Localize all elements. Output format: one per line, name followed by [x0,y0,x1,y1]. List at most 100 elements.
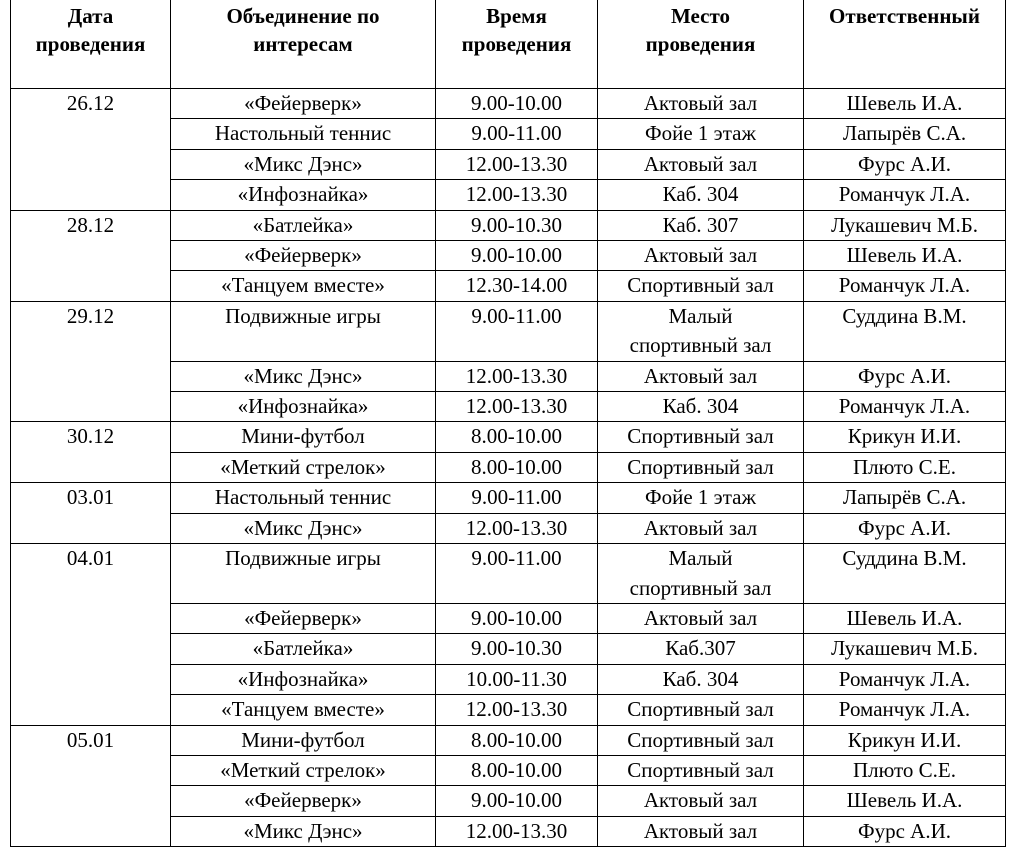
header-row: Дата проведения Объединение по интересам Вре… [10,0,1006,89]
table-row: 30.12 Мини-футбол 8.00-10.00 Спортивный зал… [10,421,1006,484]
table-cell: Спортивный зал [597,451,804,484]
table-cell: «Батлейка» [170,209,436,242]
table-row: «Фейерверк» 9.00-10.00 Актовый зал Шевель И… [11,785,1006,817]
table-cell: Крикун И.И. [803,421,1006,453]
table-cell: 12.30-14.00 [435,270,598,302]
table-cell: 8.00-10.00 [435,754,598,787]
date-cell: 04.01 [10,543,171,726]
table-cell: Крикун И.И. [803,724,1006,756]
table-row: 03.01 Настольный теннис 9.00-11.00 Фойе 1 э… [10,482,1006,545]
table-cell: «Фейерверк» [170,602,436,635]
table-cell: Актовый зал [597,785,804,817]
table-cell: Лапырёв С.А. [803,482,1006,514]
date-cell: 05.01 [10,724,171,847]
table-row: «Танцуем вместе» 12.00-13.30 Спортивный за… [11,694,1006,726]
table-cell: Плюто С.Е. [803,451,1006,484]
table-cell: Фурс А.И. [803,512,1006,545]
header-cell: Место проведения [597,0,804,89]
table-row: 28.12 «Батлейка» 9.00-10.30 Каб. 307 Лукашев… [10,209,1006,302]
table-cell: 9.00-11.00 [435,300,598,362]
table-row: «Меткий стрелок» 8.00-10.00 Спортивный зал… [11,451,1006,484]
table-cell: Спортивный зал [597,724,804,756]
table-cell: Актовый зал [597,360,804,393]
cell-line: Место [671,4,730,28]
cell-line: Малый [668,303,733,328]
table-cell: Лапырёв С.А. [803,118,1006,150]
table-cell: 8.00-10.00 [435,724,598,756]
table-row: «Инфознайка» 10.00-11.30 Каб. 304 Романчук … [11,663,1006,696]
table-cell: Шевель И.А. [803,240,1006,272]
table-cell: Фурс А.И. [803,148,1006,181]
table-cell: 12.00-13.30 [435,694,598,726]
table-cell: Лукашевич М.Б. [803,209,1006,242]
date-cell: 29.12 [10,300,171,423]
cell-line: Малый [668,546,733,571]
date-cell: 28.12 [10,209,171,302]
table-cell: 12.00-13.30 [435,148,598,181]
cell-line: проведения [35,32,146,56]
table-cell: Каб. 304 [597,663,804,696]
table-cell: «Меткий стрелок» [170,754,436,787]
table-cell: Романчук Л.А. [803,694,1006,726]
table-cell: Настольный теннис [170,118,436,150]
table-cell: 8.00-10.00 [435,421,598,453]
cell-line: Объединение по [226,4,380,28]
table-cell: Спортивный зал [597,270,804,302]
table-cell: 9.00-10.00 [435,785,598,817]
table-cell: Актовый зал [597,148,804,181]
table-cell: Актовый зал [597,815,804,847]
table-cell: Романчук Л.А. [803,179,1006,211]
table-row: «Микс Дэнс» 12.00-13.30 Актовый зал Фурс А.… [11,512,1006,545]
table-cell: Спортивный зал [597,694,804,726]
table-row: «Микс Дэнс» 12.00-13.30 Актовый зал Фурс А.… [11,360,1006,393]
table-cell: Плюто С.Е. [803,754,1006,787]
table-cell: «Микс Дэнс» [170,360,436,393]
schedule-table: Дата проведения Объединение по интересам Вре… [10,0,1006,847]
table-cell: Мини-футбол [170,421,436,453]
table-cell: Шевель И.А. [803,87,1006,120]
table-cell: Фойе 1 этаж [597,482,804,514]
table-cell: Настольный теннис [170,482,436,514]
table-cell: Фурс А.И. [803,815,1006,847]
table-cell: Романчук Л.А. [803,270,1006,302]
table-row: 29.12 Подвижные игры 9.00-11.00 Малый спорти… [10,300,1006,423]
table-cell: Фурс А.И. [803,360,1006,393]
table-cell: Актовый зал [597,602,804,635]
table-cell: «Батлейка» [170,633,436,665]
table-cell: 9.00-11.00 [435,118,598,150]
cell-line: проведения [645,32,756,56]
table-cell: «Танцуем вместе» [170,694,436,726]
date-cell: 30.12 [10,421,171,484]
table-cell: «Микс Дэнс» [170,148,436,181]
table-cell: 9.00-10.30 [435,209,598,242]
table-cell: Спортивный зал [597,421,804,453]
table-row: «Инфознайка» 12.00-13.30 Каб. 304 Романчук … [11,391,1006,423]
cell-line: проведения [461,32,572,56]
table-body: 26.12 «Фейерверк» 9.00-10.00 Актовый зал Шев… [10,87,1006,847]
table-cell: «Фейерверк» [170,785,436,817]
table-row: 26.12 «Фейерверк» 9.00-10.00 Актовый зал Шев… [10,87,1006,211]
table-cell: Суддина В.М. [803,543,1006,604]
table-cell: Актовый зал [597,87,804,120]
cell-line: Дата [67,4,114,28]
table-cell: «Инфознайка» [170,179,436,211]
table-cell: Малый спортивный зал [597,543,804,604]
date-cell: 03.01 [10,482,171,545]
table-cell: 10.00-11.30 [435,663,598,696]
cell-line: спортивный зал [629,575,772,600]
table-cell: «Меткий стрелок» [170,451,436,484]
table-cell: Лукашевич М.Б. [803,633,1006,665]
cell-line: Ответственный [829,4,980,28]
table-cell: 8.00-10.00 [435,451,598,484]
table-cell: Романчук Л.А. [803,391,1006,423]
table-cell: 12.00-13.30 [435,179,598,211]
table-cell: Суддина В.М. [803,300,1006,362]
table-row: «Танцуем вместе» 12.30-14.00 Спортивный за… [11,270,1006,302]
table-row: Настольный теннис 9.00-11.00 Фойе 1 этаж Ла… [11,118,1006,150]
table-cell: Подвижные игры [170,543,436,604]
table-cell: 9.00-11.00 [435,482,598,514]
table-row: «Инфознайка» 12.00-13.30 Каб. 304 Романчук … [11,179,1006,211]
table-cell: 12.00-13.30 [435,391,598,423]
cell-line: интересам [253,32,353,56]
table-cell: «Инфознайка» [170,663,436,696]
